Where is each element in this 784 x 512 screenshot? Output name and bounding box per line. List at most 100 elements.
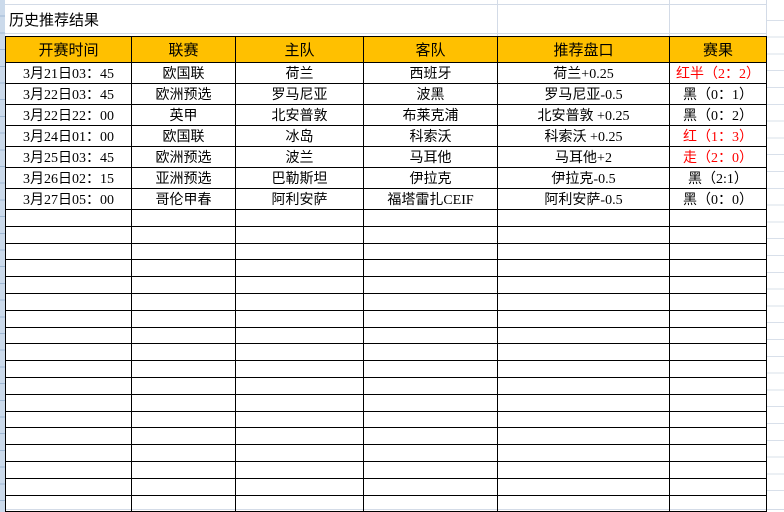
- cell-away[interactable]: 科索沃: [363, 125, 498, 147]
- empty-cell[interactable]: [363, 360, 498, 378]
- empty-cell[interactable]: [235, 494, 364, 512]
- empty-cell[interactable]: [497, 460, 670, 479]
- empty-cell[interactable]: [363, 444, 498, 462]
- cell-home[interactable]: 冰岛: [235, 125, 364, 147]
- empty-cell[interactable]: [235, 326, 364, 345]
- empty-cell[interactable]: [5, 444, 132, 462]
- empty-cell[interactable]: [669, 477, 767, 496]
- empty-cell[interactable]: [669, 360, 767, 378]
- cell-result[interactable]: 黑（0：2）: [669, 104, 767, 126]
- cell-home[interactable]: 北安普敦: [235, 104, 364, 126]
- empty-cell[interactable]: [235, 292, 364, 311]
- empty-cell[interactable]: [363, 460, 498, 479]
- cell-league[interactable]: 哥伦甲春: [131, 188, 236, 210]
- empty-cell[interactable]: [497, 360, 670, 378]
- col-header-result[interactable]: 赛果: [669, 36, 767, 63]
- cell-home[interactable]: 罗马尼亚: [235, 83, 364, 105]
- empty-cell[interactable]: [5, 343, 132, 362]
- empty-cell[interactable]: [497, 427, 670, 446]
- empty-cell[interactable]: [131, 427, 236, 446]
- empty-cell[interactable]: [131, 410, 236, 429]
- empty-cell[interactable]: [131, 242, 236, 261]
- empty-cell[interactable]: [235, 460, 364, 479]
- cell-result[interactable]: 黑（2:1）: [669, 167, 767, 189]
- empty-cell[interactable]: [363, 427, 498, 446]
- empty-cell[interactable]: [497, 494, 670, 512]
- empty-cell[interactable]: [131, 259, 236, 278]
- empty-cell[interactable]: [5, 242, 132, 261]
- empty-cell[interactable]: [497, 326, 670, 345]
- cell-league[interactable]: 欧洲预选: [131, 83, 236, 105]
- empty-cell[interactable]: [235, 343, 364, 362]
- cell-away[interactable]: 马耳他: [363, 146, 498, 168]
- empty-cell[interactable]: [235, 209, 364, 227]
- empty-cell[interactable]: [669, 343, 767, 362]
- empty-cell[interactable]: [363, 343, 498, 362]
- empty-cell[interactable]: [669, 209, 767, 227]
- cell-league[interactable]: 欧洲预选: [131, 146, 236, 168]
- cell-handicap[interactable]: 北安普敦 +0.25: [497, 104, 670, 126]
- empty-cell[interactable]: [5, 326, 132, 345]
- cell-result[interactable]: 红（1：3）: [669, 125, 767, 147]
- empty-cell[interactable]: [363, 292, 498, 311]
- empty-cell[interactable]: [669, 309, 767, 328]
- empty-cell[interactable]: [363, 209, 498, 227]
- empty-cell[interactable]: [497, 444, 670, 462]
- col-header-home[interactable]: 主队: [235, 36, 364, 63]
- cell-handicap[interactable]: 科索沃 +0.25: [497, 125, 670, 147]
- empty-cell[interactable]: [5, 209, 132, 227]
- empty-cell[interactable]: [669, 460, 767, 479]
- cell-time[interactable]: 3月22日03：45: [5, 83, 132, 105]
- cell-result[interactable]: 红半（2：2）: [669, 62, 767, 84]
- empty-cell[interactable]: [497, 343, 670, 362]
- cell-away[interactable]: 西班牙: [363, 62, 498, 84]
- cell-result[interactable]: 走（2：0）: [669, 146, 767, 168]
- cell-time[interactable]: 3月24日01：00: [5, 125, 132, 147]
- cell-away[interactable]: 布莱克浦: [363, 104, 498, 126]
- empty-cell[interactable]: [497, 393, 670, 412]
- empty-cell[interactable]: [363, 393, 498, 412]
- cell-league[interactable]: 欧国联: [131, 62, 236, 84]
- empty-cell[interactable]: [363, 309, 498, 328]
- empty-cell[interactable]: [497, 292, 670, 311]
- col-header-time[interactable]: 开赛时间: [5, 36, 132, 63]
- empty-cell[interactable]: [363, 376, 498, 395]
- empty-cell[interactable]: [669, 494, 767, 512]
- empty-cell[interactable]: [131, 225, 236, 244]
- cell-handicap[interactable]: 荷兰+0.25: [497, 62, 670, 84]
- empty-cell[interactable]: [5, 259, 132, 278]
- cell-handicap[interactable]: 罗马尼亚-0.5: [497, 83, 670, 105]
- empty-cell[interactable]: [235, 242, 364, 261]
- empty-cell[interactable]: [131, 460, 236, 479]
- cell-league[interactable]: 英甲: [131, 104, 236, 126]
- empty-cell[interactable]: [131, 326, 236, 345]
- cell-handicap[interactable]: 马耳他+2: [497, 146, 670, 168]
- empty-cell[interactable]: [497, 276, 670, 294]
- empty-cell[interactable]: [235, 444, 364, 462]
- cell-time[interactable]: 3月26日02：15: [5, 167, 132, 189]
- cell-league[interactable]: 亚洲预选: [131, 167, 236, 189]
- empty-cell[interactable]: [497, 259, 670, 278]
- empty-cell[interactable]: [235, 309, 364, 328]
- col-header-handicap[interactable]: 推荐盘口: [497, 36, 670, 63]
- empty-cell[interactable]: [497, 225, 670, 244]
- empty-cell[interactable]: [669, 427, 767, 446]
- cell-away[interactable]: 福塔雷扎CEIF: [363, 188, 498, 210]
- empty-cell[interactable]: [131, 209, 236, 227]
- empty-cell[interactable]: [131, 494, 236, 512]
- empty-cell[interactable]: [131, 343, 236, 362]
- empty-cell[interactable]: [5, 292, 132, 311]
- cell-away[interactable]: 波黑: [363, 83, 498, 105]
- empty-cell[interactable]: [235, 427, 364, 446]
- empty-cell[interactable]: [497, 477, 670, 496]
- empty-cell[interactable]: [5, 393, 132, 412]
- empty-cell[interactable]: [235, 225, 364, 244]
- cell-handicap[interactable]: 阿利安萨-0.5: [497, 188, 670, 210]
- empty-cell[interactable]: [497, 209, 670, 227]
- cell-time[interactable]: 3月25日03：45: [5, 146, 132, 168]
- empty-cell[interactable]: [363, 242, 498, 261]
- empty-cell[interactable]: [363, 477, 498, 496]
- empty-cell[interactable]: [363, 259, 498, 278]
- empty-cell[interactable]: [363, 410, 498, 429]
- sheet-title[interactable]: 历史推荐结果: [9, 13, 100, 29]
